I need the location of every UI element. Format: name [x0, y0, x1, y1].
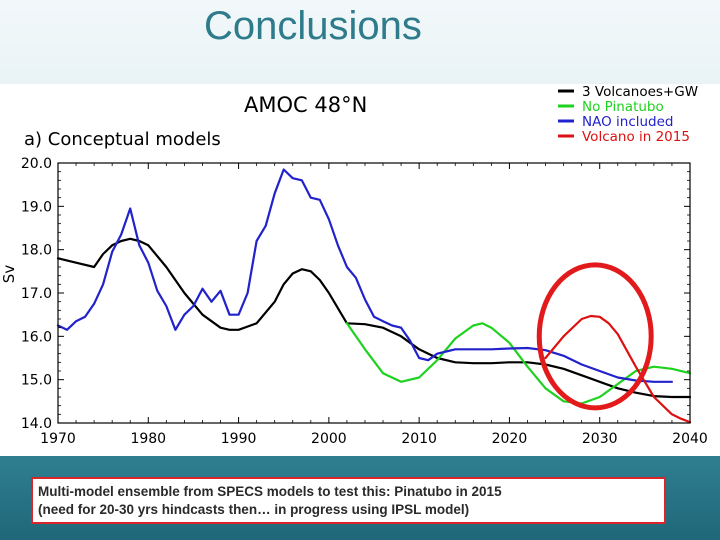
series-no-pinatubo	[345, 322, 692, 405]
y-tick-label: 16.0	[21, 329, 52, 345]
x-tick-label: 1990	[221, 431, 257, 447]
caption-line-1: Multi-model ensemble from SPECS models t…	[38, 484, 502, 499]
title-band: Conclusions	[0, 0, 720, 84]
x-tick-label: 2000	[311, 431, 347, 447]
amoc-line-chart: 1970 1980 1990 2000 2010 2020 2030 2040 14.0 15.0…	[0, 84, 708, 447]
highlight-circle	[536, 262, 654, 411]
slide-title: Conclusions	[204, 4, 422, 48]
x-tick-label: 1980	[130, 431, 166, 447]
legend-label: Volcano in 2015	[582, 129, 690, 145]
axes-layer: 1970 1980 1990 2000 2010 2020 2030 2040 14.0 15.0…	[21, 156, 708, 447]
x-tick-label: 1970	[40, 431, 76, 447]
y-tick-label: 15.0	[21, 373, 52, 389]
chart-figure: 1970 1980 1990 2000 2010 2020 2030 2040 14.0 15.0…	[0, 84, 720, 456]
x-tick-label: 2030	[582, 431, 618, 447]
x-tick-label: 2010	[401, 431, 437, 447]
series-volcano-in-2015	[544, 314, 692, 424]
x-tick-label: 2040	[672, 431, 708, 447]
caption-box: Multi-model ensemble from SPECS models t…	[31, 477, 666, 524]
series-layer	[56, 168, 692, 424]
y-tick-label: 14.0	[21, 416, 52, 432]
y-tick-label: 20.0	[21, 156, 52, 172]
panel-label: a) Conceptual models	[24, 129, 221, 150]
y-tick-label: 18.0	[21, 243, 52, 259]
legend-label: NAO included	[582, 114, 674, 130]
plot-frame	[57, 162, 691, 424]
legend-label: No Pinatubo	[582, 99, 664, 115]
y-tick-label: 17.0	[21, 286, 52, 302]
y-axis-label: Sv	[0, 265, 18, 284]
series-nao-included	[56, 168, 674, 383]
caption-line-2: (need for 20-30 yrs hindcasts then… in p…	[38, 502, 470, 517]
annotation-layer	[536, 262, 654, 411]
chart-title: AMOC 48°N	[244, 93, 367, 117]
series-3-volcanoes-gw	[56, 237, 692, 399]
y-tick-label: 19.0	[21, 199, 52, 215]
legend-label: 3 Volcanoes+GW	[582, 84, 698, 100]
x-tick-label: 2020	[492, 431, 528, 447]
